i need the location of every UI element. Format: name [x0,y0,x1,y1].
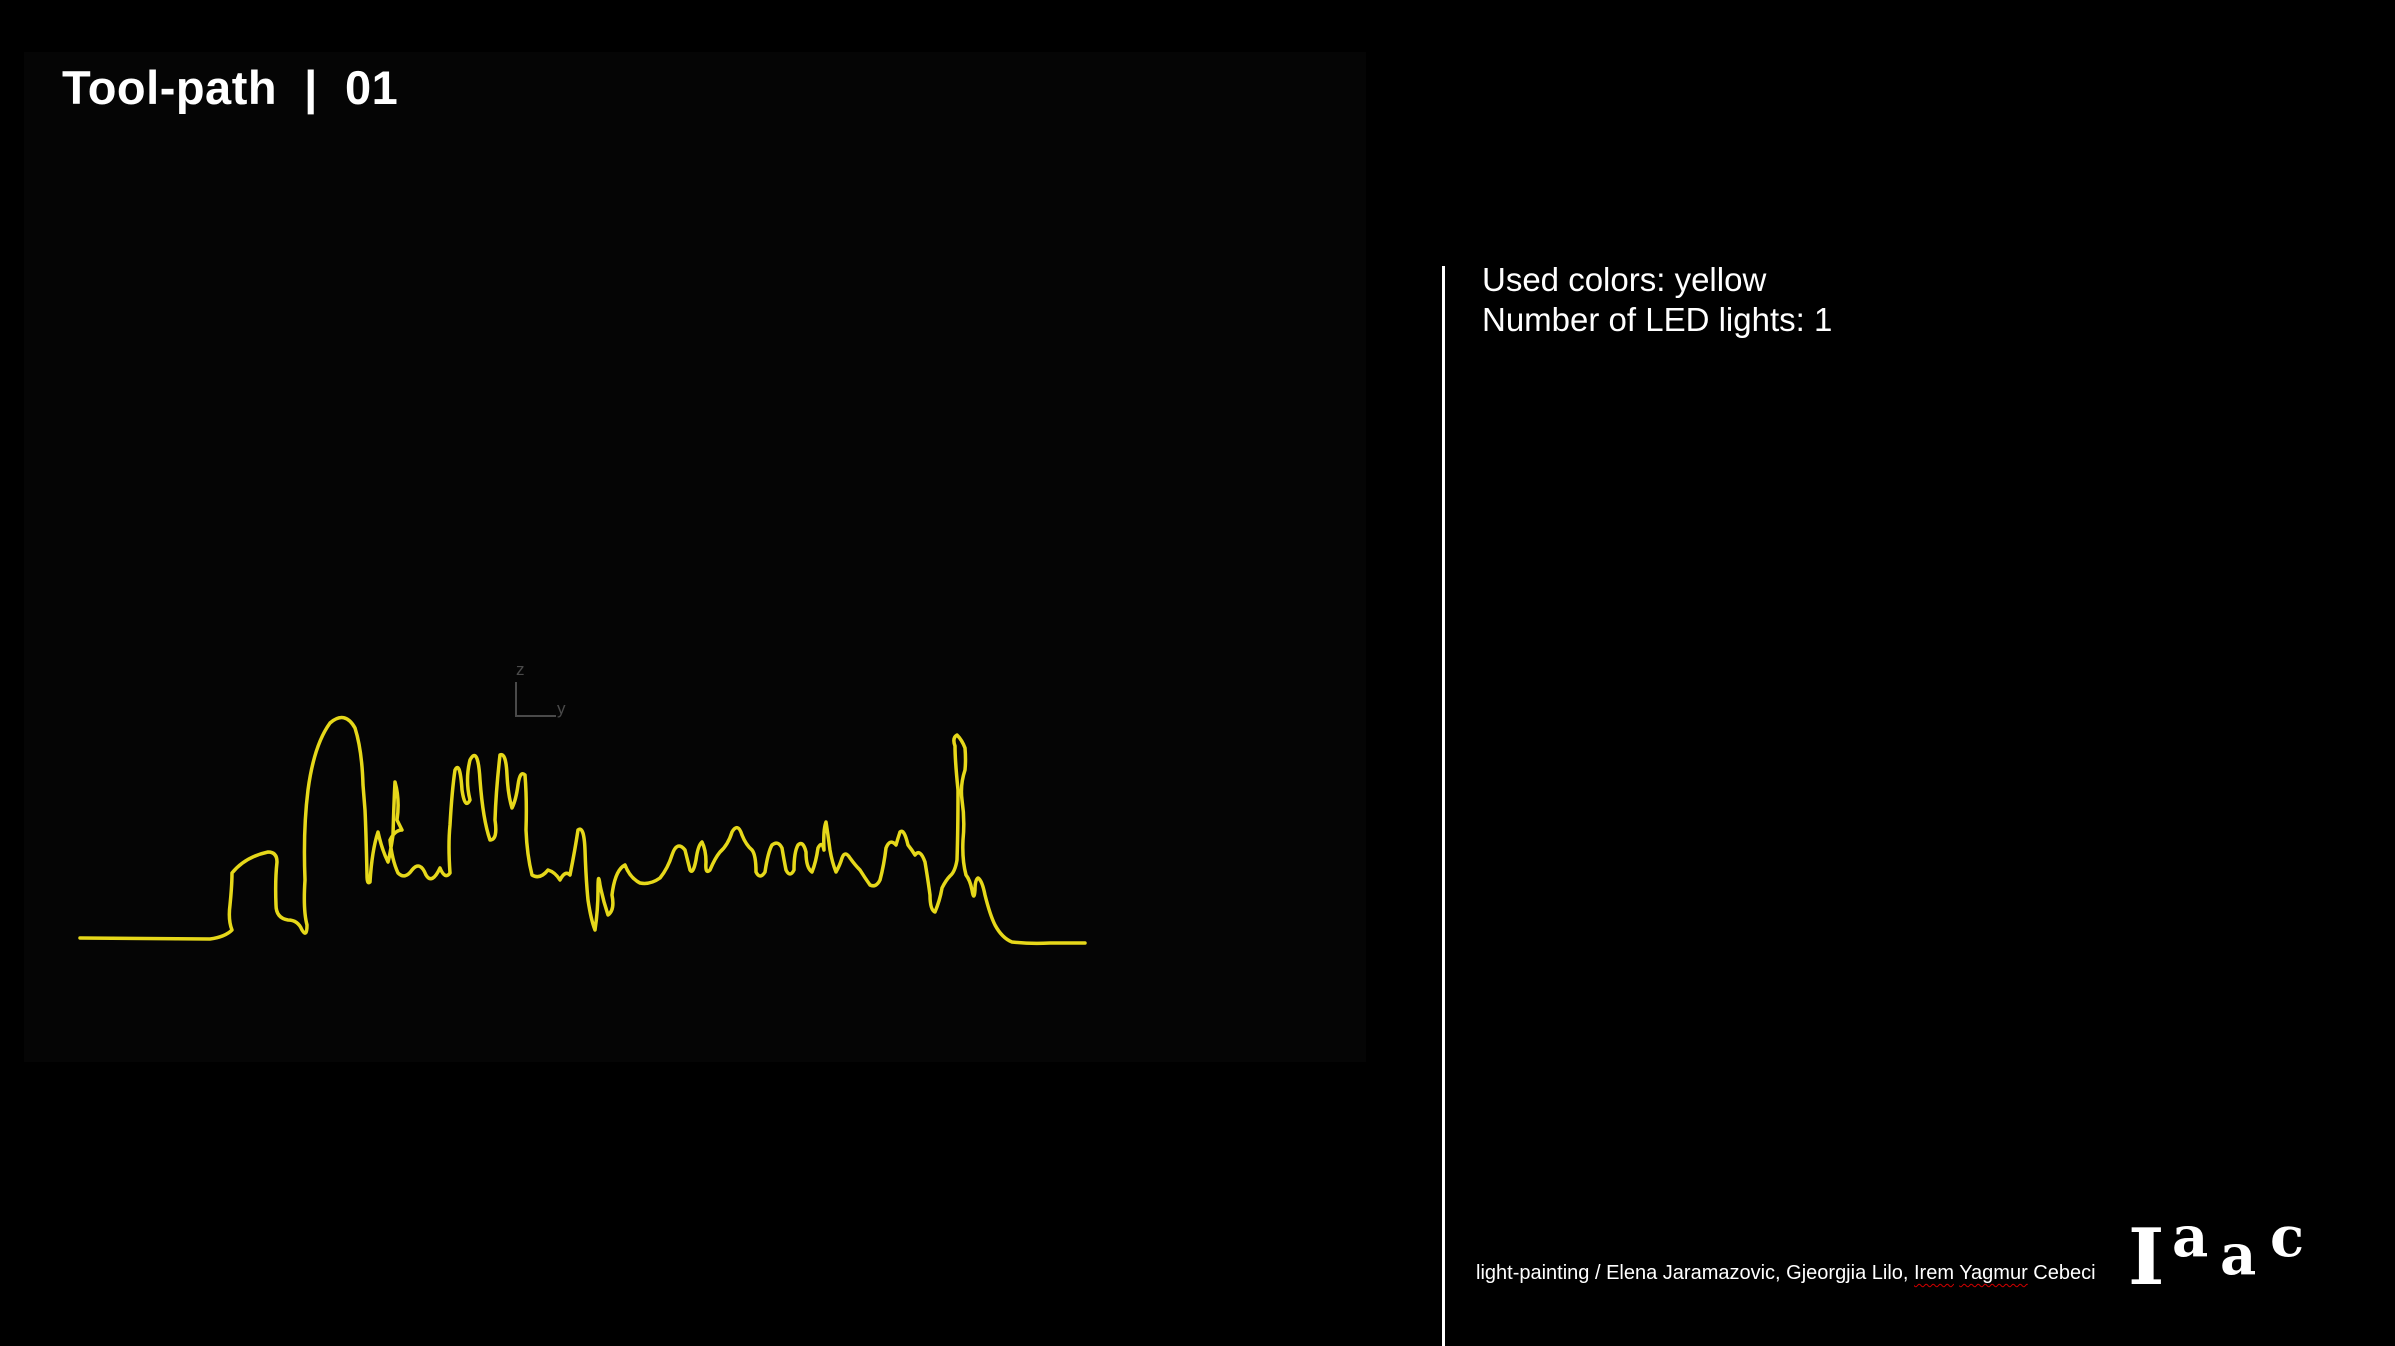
credits-prefix: light-painting / Elena Jaramazovic, Gjeo… [1476,1262,1914,1284]
axis-z-label: z [516,660,525,679]
used-colors-text: Used colors: yellow [1482,261,1767,298]
svg-text:a: a [2220,1222,2256,1288]
axis-gizmo [515,682,556,717]
svg-text:I: I [2128,1216,2165,1294]
credits-name-1: Irem [1914,1262,1954,1284]
svg-text:a: a [2172,1216,2208,1270]
credits-name-2: Yagmur [1959,1262,2028,1284]
vertical-divider [1442,266,1445,1346]
iaac-logo: I a a c [2128,1216,2304,1294]
info-panel: Used colors: yellow Number of LED lights… [1482,260,1832,340]
credits-text: light-painting / Elena Jaramazovic, Gjeo… [1476,1262,2096,1285]
toolpath-line [78,715,1087,946]
slide-title: Tool-path | 01 [62,61,399,114]
credits-suffix: Cebeci [2027,1262,2096,1284]
led-lights-text: Number of LED lights: 1 [1482,301,1833,338]
axis-y-label: y [557,699,566,718]
svg-text:c: c [2270,1216,2304,1270]
viewport-background [24,52,1366,1062]
